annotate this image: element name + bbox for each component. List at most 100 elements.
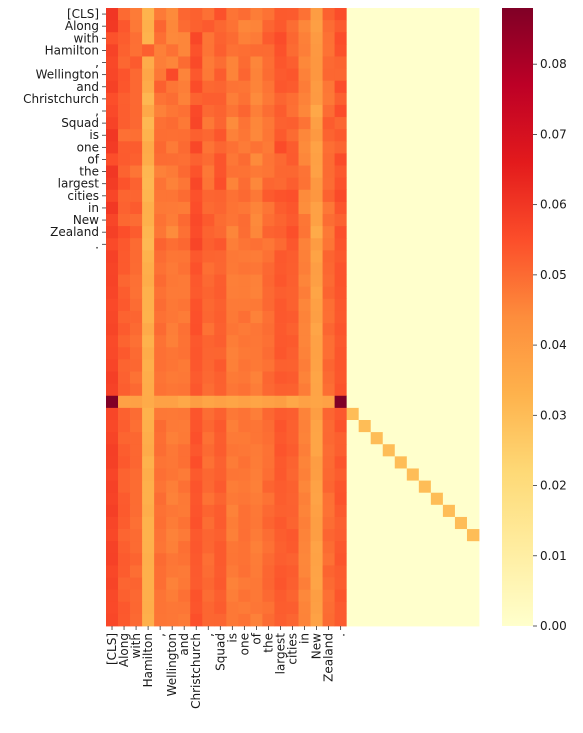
heatmap-cell xyxy=(226,189,239,203)
heatmap-cell xyxy=(238,516,251,530)
heatmap-cell xyxy=(262,56,275,69)
heatmap-cell xyxy=(358,468,372,481)
heatmap-cell xyxy=(178,395,191,409)
heatmap-cell xyxy=(154,492,167,506)
heatmap-cell xyxy=(370,165,384,179)
heatmap-cell xyxy=(214,480,227,494)
heatmap-cell xyxy=(466,177,480,191)
heatmap-cell xyxy=(166,226,179,239)
heatmap-cell xyxy=(430,407,444,421)
heatmap-cell xyxy=(190,371,203,385)
heatmap-cell xyxy=(322,56,336,69)
heatmap-cell xyxy=(226,553,239,566)
heatmap-cell xyxy=(166,444,179,457)
heatmap-cell xyxy=(202,335,215,348)
heatmap-cell xyxy=(178,80,191,94)
heatmap-cell xyxy=(358,153,372,166)
heatmap-cell xyxy=(454,262,468,275)
heatmap-cell xyxy=(442,298,456,312)
heatmap-cell xyxy=(190,238,203,251)
heatmap-cell xyxy=(406,201,420,215)
heatmap-cell xyxy=(226,468,239,481)
heatmap-cell xyxy=(154,262,167,275)
heatmap-cell xyxy=(178,529,191,542)
heatmap-cell xyxy=(346,177,360,191)
heatmap-cell xyxy=(358,117,372,130)
heatmap-cell xyxy=(334,516,348,530)
heatmap-cell xyxy=(406,177,420,191)
heatmap-cell xyxy=(250,395,263,409)
heatmap-cell xyxy=(226,8,239,21)
heatmap-cell xyxy=(166,492,179,506)
heatmap-cell xyxy=(394,177,408,191)
heatmap-cell xyxy=(202,8,215,21)
heatmap-cell xyxy=(370,359,384,372)
heatmap-cell xyxy=(370,80,384,94)
heatmap-cell xyxy=(394,56,408,69)
heatmap-cell xyxy=(178,492,191,506)
heatmap-cell xyxy=(442,359,456,372)
heatmap-cell xyxy=(142,141,155,154)
heatmap-cell xyxy=(322,383,336,397)
heatmap-cell xyxy=(298,56,311,69)
heatmap-cell xyxy=(262,492,275,506)
heatmap-cell xyxy=(454,432,468,445)
heatmap-cell xyxy=(298,189,311,203)
heatmap-cell xyxy=(430,141,444,154)
heatmap-cell xyxy=(466,541,480,554)
heatmap-cell xyxy=(154,32,167,45)
heatmap-cell xyxy=(430,262,444,275)
heatmap-cell xyxy=(310,516,323,530)
x-tick-label: [CLS] xyxy=(105,633,119,665)
heatmap-cell xyxy=(298,68,311,82)
heatmap-cell xyxy=(178,238,191,251)
heatmap-cell xyxy=(166,286,179,300)
heatmap-cell xyxy=(190,177,203,191)
heatmap-cell xyxy=(142,601,155,615)
heatmap-cell xyxy=(346,44,360,57)
heatmap-cell xyxy=(322,323,336,336)
heatmap-cell xyxy=(310,92,323,106)
heatmap-cell xyxy=(190,80,203,94)
heatmap-cell xyxy=(142,80,155,94)
heatmap-cell xyxy=(406,274,420,288)
heatmap-cell xyxy=(178,371,191,385)
heatmap-cell xyxy=(298,44,311,57)
heatmap-cell xyxy=(250,323,263,336)
heatmap-cell xyxy=(238,68,251,82)
heatmap-cell xyxy=(322,347,336,360)
heatmap-cell xyxy=(430,456,444,469)
heatmap-cell xyxy=(190,541,203,554)
heatmap-cell xyxy=(226,432,239,445)
heatmap-cell xyxy=(394,226,408,239)
heatmap-cell xyxy=(454,68,468,82)
heatmap-cell xyxy=(286,286,299,300)
heatmap-cell xyxy=(454,8,468,21)
heatmap-cell xyxy=(370,492,384,506)
heatmap-cell xyxy=(262,601,275,615)
heatmap-cell xyxy=(238,529,251,542)
heatmap-cell xyxy=(154,298,167,312)
heatmap-cell xyxy=(130,262,143,275)
heatmap-cell xyxy=(250,541,263,554)
heatmap-cell xyxy=(310,177,323,191)
heatmap-cell xyxy=(394,80,408,94)
heatmap-cell xyxy=(202,117,215,130)
heatmap-cell xyxy=(346,420,360,433)
heatmap-cell xyxy=(154,250,167,263)
heatmap-cell xyxy=(358,68,372,82)
heatmap-cell xyxy=(334,20,348,33)
heatmap-cell xyxy=(190,456,203,469)
heatmap-cell xyxy=(358,456,372,469)
heatmap-cell xyxy=(454,177,468,191)
heatmap-cell xyxy=(334,80,348,94)
heatmap-cell xyxy=(130,577,143,591)
heatmap-cell xyxy=(418,117,432,130)
heatmap-cell xyxy=(394,432,408,445)
colorbar-tick-label: 0.00 xyxy=(540,619,567,633)
heatmap-cell xyxy=(322,20,336,33)
heatmap-cell xyxy=(286,589,299,603)
heatmap-cell xyxy=(418,492,432,506)
heatmap-cell xyxy=(190,323,203,336)
heatmap-cell xyxy=(118,456,131,469)
